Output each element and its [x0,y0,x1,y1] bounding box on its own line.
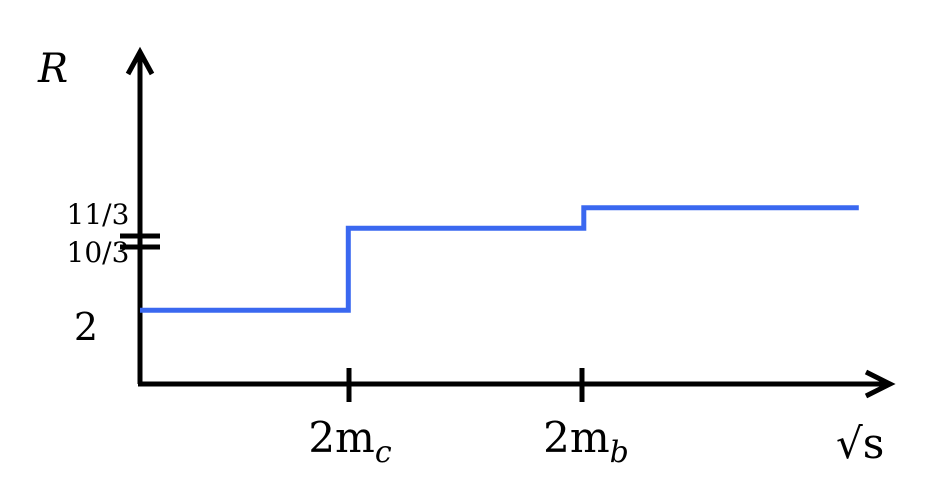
x-axis-arrowhead [864,369,896,399]
x-tick-label-mb-sub: b [610,435,629,470]
x-tick-label-mc-main: 2m [308,413,375,462]
x-tick-label-mc-sub: c [375,435,392,470]
y-tick-label-two: 2 [74,305,98,349]
y-tick-label-tenthirds: 10/3 [67,236,130,269]
series-line [140,205,859,313]
y-tick-label-elevthirds: 11/3 [67,198,130,231]
y-axis-label: R [37,46,68,92]
x-axis-label: √s [836,419,884,468]
y-axis-arrowhead [125,46,155,76]
x-tick-label-mb-main: 2m [543,413,610,462]
x-tick-label-mc: 2mc [308,413,392,470]
x-tick-label-mb: 2mb [543,413,629,470]
